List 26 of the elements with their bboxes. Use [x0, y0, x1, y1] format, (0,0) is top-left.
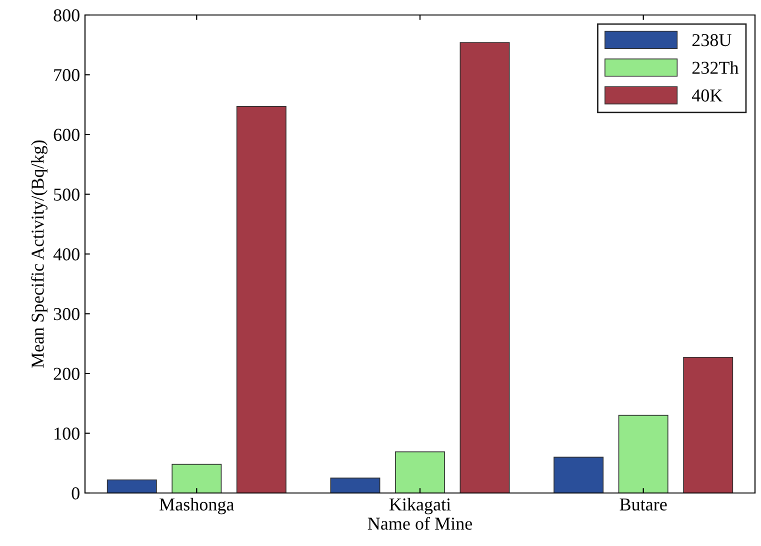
bar [554, 456, 604, 493]
y-tick-label: 200 [54, 368, 80, 380]
y-axis-title: Mean Specific Activity/(Bq/kg) [30, 140, 48, 368]
y-tick-label: 700 [54, 69, 80, 82]
y-tick-label: 800 [54, 9, 80, 22]
y-tick-label: 0 [72, 487, 80, 500]
bar [106, 479, 157, 493]
bar [236, 106, 286, 493]
y-tick-label: 600 [54, 128, 80, 141]
bar [330, 478, 380, 493]
x-tick-label: Butare [620, 498, 667, 511]
y-tick-label: 400 [53, 248, 80, 260]
bar [460, 42, 510, 493]
y-tick-label: 500 [54, 188, 80, 201]
y-tick-label: 100 [54, 428, 80, 440]
legend-label: 232Th [692, 61, 739, 74]
y-tick-label: 300 [54, 308, 80, 320]
bar [172, 464, 222, 493]
bar [395, 451, 445, 493]
legend-label: 238U [692, 34, 732, 46]
x-axis-title: Name of Mine [368, 516, 472, 530]
bar [618, 414, 668, 493]
bar [683, 356, 734, 493]
x-tick-label: Mashonga [160, 498, 234, 514]
legend-label: 40K [692, 89, 723, 102]
x-tick-label: Kikagati [389, 498, 451, 514]
